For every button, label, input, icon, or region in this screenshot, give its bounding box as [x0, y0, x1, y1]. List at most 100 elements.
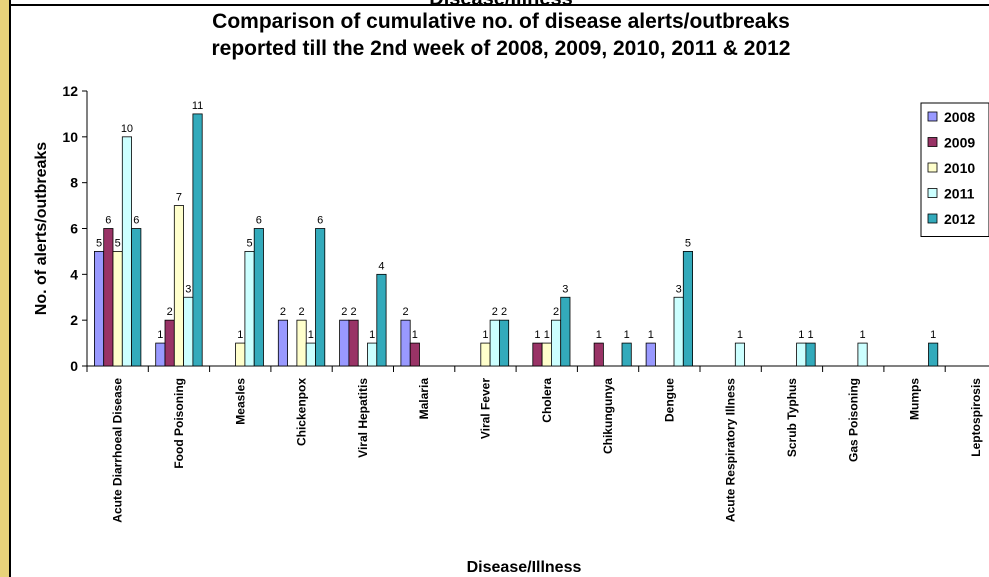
- bar-2011: [551, 319, 562, 367]
- x-category-label: Cholera: [540, 378, 554, 423]
- data-label-2011: 1: [737, 329, 743, 341]
- x-category-label: Gas Poisoning: [846, 378, 860, 462]
- bar-2008: [645, 342, 656, 367]
- bar-2012: [192, 113, 203, 367]
- top-rule: [11, 4, 989, 6]
- bar-2012: [560, 296, 571, 367]
- chart-title-line-2: reported till the 2nd week of 2008, 2009…: [211, 37, 791, 60]
- y-axis-title: No. of alerts/outbreaks: [33, 142, 50, 315]
- data-label-2009: 1: [412, 329, 418, 341]
- bar-2009: [532, 342, 543, 367]
- bar-2012: [682, 251, 693, 367]
- bar-2010: [541, 342, 552, 367]
- legend-swatch-2011: [927, 188, 938, 198]
- chart-title-line-1: Comparison of cumulative no. of disease …: [212, 10, 790, 33]
- bar-2010: [173, 205, 185, 367]
- data-label-2012: 1: [807, 329, 813, 341]
- data-label-2012: 2: [501, 306, 507, 318]
- data-label-2010: 1: [482, 329, 488, 341]
- data-label-2012: 1: [624, 329, 630, 341]
- bar-2011: [367, 342, 378, 367]
- data-label-2011: 1: [369, 329, 375, 341]
- legend-label-2008: 2008: [944, 109, 975, 125]
- bar-2012: [928, 342, 939, 367]
- data-label-2011: 1: [308, 329, 314, 341]
- data-label-2009: 1: [596, 329, 602, 341]
- data-label-2009: 2: [350, 306, 356, 318]
- bar-2009: [409, 342, 420, 367]
- x-category-label: Mumps: [908, 378, 922, 420]
- data-label-2008: 2: [341, 306, 347, 318]
- data-label-2011: 1: [798, 329, 804, 341]
- legend-label-2010: 2010: [944, 160, 975, 176]
- legend-label-2009: 2009: [944, 135, 975, 151]
- bar-2009: [348, 319, 359, 367]
- data-label-2008: 1: [157, 329, 163, 341]
- bar-2008: [94, 251, 105, 367]
- bar-2011: [489, 319, 500, 367]
- legend-swatch-2010: [927, 162, 938, 173]
- x-category-label: Chickenpox: [295, 378, 309, 446]
- data-label-2011: 10: [121, 123, 133, 135]
- data-label-2011: 2: [553, 306, 559, 318]
- data-label-2010: 2: [298, 306, 304, 318]
- legend-swatch-2012: [927, 213, 938, 224]
- data-label-2008: 1: [648, 329, 654, 341]
- y-tick-label: 8: [70, 175, 78, 191]
- y-tick-label: 4: [70, 266, 78, 282]
- bar-2012: [805, 342, 816, 367]
- bar-2008: [155, 342, 166, 367]
- legend-swatch-2008: [927, 111, 938, 122]
- bar-2008: [339, 319, 350, 367]
- bar-2008: [400, 319, 411, 367]
- x-category-label: Leptospirosis: [969, 378, 983, 457]
- x-category-label: Viral Fever: [478, 378, 492, 439]
- data-label-2012: 6: [256, 215, 262, 227]
- data-label-2008: 2: [280, 306, 286, 318]
- bar-2009: [103, 228, 114, 367]
- bar-2011: [244, 251, 255, 367]
- bar-2010: [296, 319, 307, 367]
- data-label-2012: 1: [930, 329, 936, 341]
- bar-2010: [112, 251, 123, 367]
- bar-2009: [164, 319, 175, 367]
- y-tick-label: 6: [70, 221, 78, 237]
- bar-2011: [673, 296, 684, 367]
- x-category-label: Malaria: [417, 378, 431, 420]
- chart-title: Comparison of cumulative no. of disease …: [11, 8, 989, 62]
- data-label-2012: 6: [133, 215, 139, 227]
- x-category-label: Dengue: [662, 378, 676, 422]
- data-label-2011: 2: [492, 306, 498, 318]
- y-tick-label: 0: [70, 358, 78, 374]
- bar-2011: [857, 342, 868, 367]
- legend-swatch-2009: [927, 137, 938, 147]
- x-category-label: Acute Respiratory Illness: [724, 378, 738, 522]
- data-label-2008: 5: [96, 237, 102, 249]
- data-label-2009: 1: [534, 329, 540, 341]
- bar-2012: [131, 228, 142, 367]
- x-category-label: Viral Hepatitis: [356, 378, 370, 458]
- bar-2010: [480, 342, 491, 367]
- y-tick-label: 10: [62, 129, 78, 145]
- bar-2012: [253, 228, 264, 367]
- legend-label-2011: 2011: [944, 186, 975, 202]
- legend-label-2012: 2012: [944, 211, 975, 227]
- x-category-label: Measles: [233, 378, 247, 425]
- data-label-2008: 2: [402, 306, 408, 318]
- data-label-2011: 3: [676, 283, 682, 295]
- y-tick-label: 12: [62, 83, 78, 99]
- data-label-2012: 5: [685, 237, 691, 249]
- bar-2008: [277, 319, 288, 367]
- x-category-label: Scrub Typhus: [785, 378, 799, 457]
- data-label-2012: 3: [562, 283, 568, 295]
- bar-2011: [796, 342, 807, 367]
- x-category-label: Food Poisoning: [172, 378, 186, 469]
- bar-2012: [498, 319, 510, 367]
- bar-2011: [734, 342, 745, 367]
- data-label-2011: 1: [859, 329, 865, 341]
- x-axis-title: Disease/Illness: [467, 559, 582, 576]
- bar-2012: [315, 228, 326, 367]
- y-tick-label: 2: [70, 312, 78, 328]
- data-label-2010: 7: [176, 192, 182, 204]
- data-label-2012: 4: [378, 260, 384, 272]
